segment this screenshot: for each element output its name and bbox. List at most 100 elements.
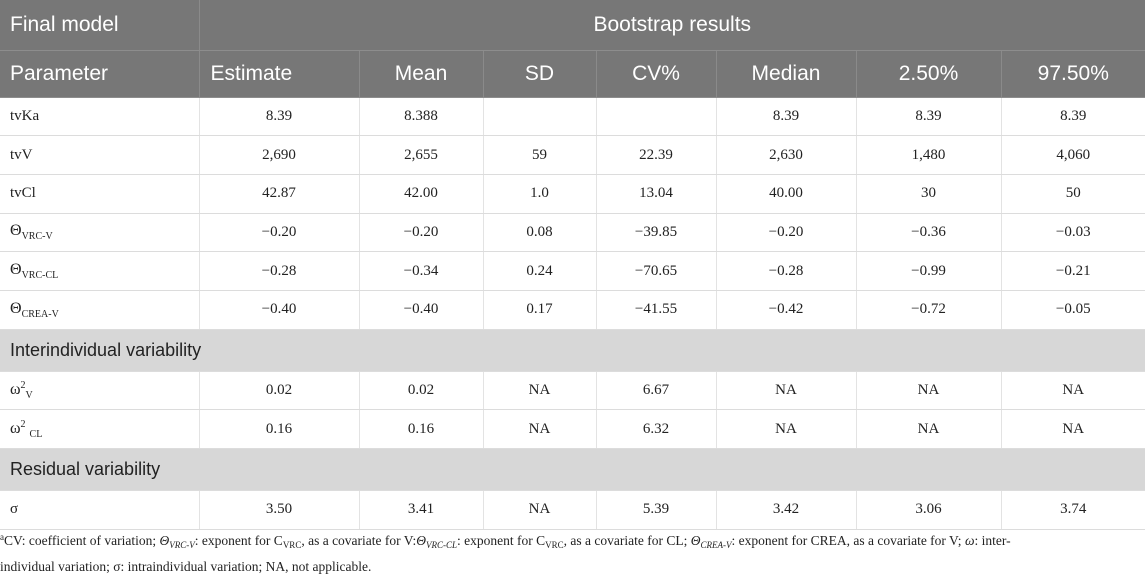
- header-row-columns: Parameter Estimate Mean SD CV% Median 2.…: [0, 50, 1145, 98]
- cell: 0.02: [199, 371, 360, 411]
- section-title: Interindividual variability: [0, 329, 1145, 372]
- param-cell: ω2CL: [0, 409, 200, 449]
- cell: 0.16: [199, 409, 360, 449]
- header-row-top: Final model Bootstrap results: [0, 0, 1145, 51]
- param-superscript: 2: [20, 379, 26, 391]
- table-row: ΘVRC-CL −0.28 −0.34 0.24 −70.65 −0.28 −0…: [0, 251, 1145, 291]
- param-subscript: VRC-CL: [21, 270, 59, 282]
- cell: 1,480: [856, 135, 1002, 175]
- cell: −0.34: [359, 251, 484, 291]
- param-cell: ΘVRC-CL: [0, 251, 200, 291]
- table-row: tvKa 8.39 8.388 8.39 8.39 8.39: [0, 97, 1145, 137]
- cell: 8.388: [359, 97, 484, 137]
- cell: 2,690: [199, 135, 360, 175]
- param-cell: tvCl: [0, 174, 200, 214]
- cell: NA: [483, 371, 597, 411]
- omega-symbol: ω: [10, 419, 21, 437]
- param-subscript: V: [25, 389, 33, 401]
- cell: 4,060: [1001, 135, 1145, 175]
- theta-symbol: Θ: [10, 222, 22, 240]
- col-header-p2-5: 2.50%: [856, 50, 1002, 98]
- cell: 50: [1001, 174, 1145, 214]
- theta-symbol: Θ: [10, 299, 22, 317]
- cell: 0.17: [483, 290, 597, 330]
- cell: NA: [483, 490, 597, 530]
- cell: 3.41: [359, 490, 484, 530]
- cell: 0.24: [483, 251, 597, 291]
- cell: −0.21: [1001, 251, 1145, 291]
- section-row-interindividual: Interindividual variability: [0, 329, 1145, 372]
- param-cell: ΘVRC-V: [0, 213, 200, 253]
- cell: 3.50: [199, 490, 360, 530]
- cell: 6.67: [596, 371, 717, 411]
- cell: 1.0: [483, 174, 597, 214]
- section-title: Residual variability: [0, 448, 1145, 491]
- cell: NA: [1001, 371, 1145, 411]
- table-row: tvV 2,690 2,655 59 22.39 2,630 1,480 4,0…: [0, 135, 1145, 175]
- param-cell: ω2V: [0, 371, 200, 411]
- cell: −0.28: [716, 251, 857, 291]
- footnote-line-1: aCV: coefficient of variation; ΘVRC-V: e…: [0, 532, 1011, 550]
- cell: 3.74: [1001, 490, 1145, 530]
- col-header-estimate: Estimate: [199, 50, 360, 98]
- bootstrap-results-table: Final model Bootstrap results Parameter …: [0, 0, 1145, 530]
- cell: 2,630: [716, 135, 857, 175]
- col-header-cv: CV%: [596, 50, 717, 98]
- cell: 5.39: [596, 490, 717, 530]
- param-cell: σ: [0, 490, 200, 530]
- table-footnote: aCV: coefficient of variation; ΘVRC-V: e…: [0, 526, 1140, 578]
- table-row: ΘVRC-V −0.20 −0.20 0.08 −39.85 −0.20 −0.…: [0, 213, 1145, 253]
- cell: −41.55: [596, 290, 717, 330]
- cell: 6.32: [596, 409, 717, 449]
- cell: 22.39: [596, 135, 717, 175]
- cell: 8.39: [199, 97, 360, 137]
- cell: 59: [483, 135, 597, 175]
- col-header-sd: SD: [483, 50, 597, 98]
- table-row: ΘCREA-V −0.40 −0.40 0.17 −41.55 −0.42 −0…: [0, 290, 1145, 330]
- footnote-marker: a: [0, 532, 4, 542]
- cell: NA: [856, 371, 1002, 411]
- param-cell: tvKa: [0, 97, 200, 137]
- col-header-parameter: Parameter: [0, 50, 200, 98]
- col-header-mean: Mean: [359, 50, 484, 98]
- cell: −0.28: [199, 251, 360, 291]
- table-row: σ 3.50 3.41 NA 5.39 3.42 3.06 3.74: [0, 490, 1145, 530]
- cell: 30: [856, 174, 1002, 214]
- cell: 42.00: [359, 174, 484, 214]
- cell: 40.00: [716, 174, 857, 214]
- cell: −0.40: [359, 290, 484, 330]
- cell: 3.42: [716, 490, 857, 530]
- cell: 42.87: [199, 174, 360, 214]
- cell: [596, 97, 717, 137]
- cell: −0.20: [716, 213, 857, 253]
- param-subscript: CREA-V: [21, 308, 59, 320]
- cell: NA: [483, 409, 597, 449]
- cell: −0.36: [856, 213, 1002, 253]
- cell: NA: [716, 409, 857, 449]
- cell: NA: [1001, 409, 1145, 449]
- param-cell: ΘCREA-V: [0, 290, 200, 330]
- cell: −0.72: [856, 290, 1002, 330]
- cell: 8.39: [1001, 97, 1145, 137]
- cell: 13.04: [596, 174, 717, 214]
- table-row: tvCl 42.87 42.00 1.0 13.04 40.00 30 50: [0, 174, 1145, 214]
- section-row-residual: Residual variability: [0, 448, 1145, 491]
- cell: −0.20: [359, 213, 484, 253]
- cell: −0.03: [1001, 213, 1145, 253]
- header-bootstrap-results: Bootstrap results: [199, 0, 1145, 51]
- cell: 0.16: [359, 409, 484, 449]
- cell: NA: [856, 409, 1002, 449]
- theta-symbol: Θ: [10, 261, 22, 279]
- cell: 3.06: [856, 490, 1002, 530]
- cell: −39.85: [596, 213, 717, 253]
- param-superscript: 2: [20, 418, 26, 430]
- cell: 8.39: [716, 97, 857, 137]
- col-header-p97-5: 97.50%: [1001, 50, 1145, 98]
- col-header-median: Median: [716, 50, 857, 98]
- cell: NA: [716, 371, 857, 411]
- param-subscript: CL: [29, 428, 43, 440]
- cell: 8.39: [856, 97, 1002, 137]
- param-cell: tvV: [0, 135, 200, 175]
- footnote-line-2: individual variation; σ: intraindividual…: [0, 559, 372, 574]
- cell: 0.08: [483, 213, 597, 253]
